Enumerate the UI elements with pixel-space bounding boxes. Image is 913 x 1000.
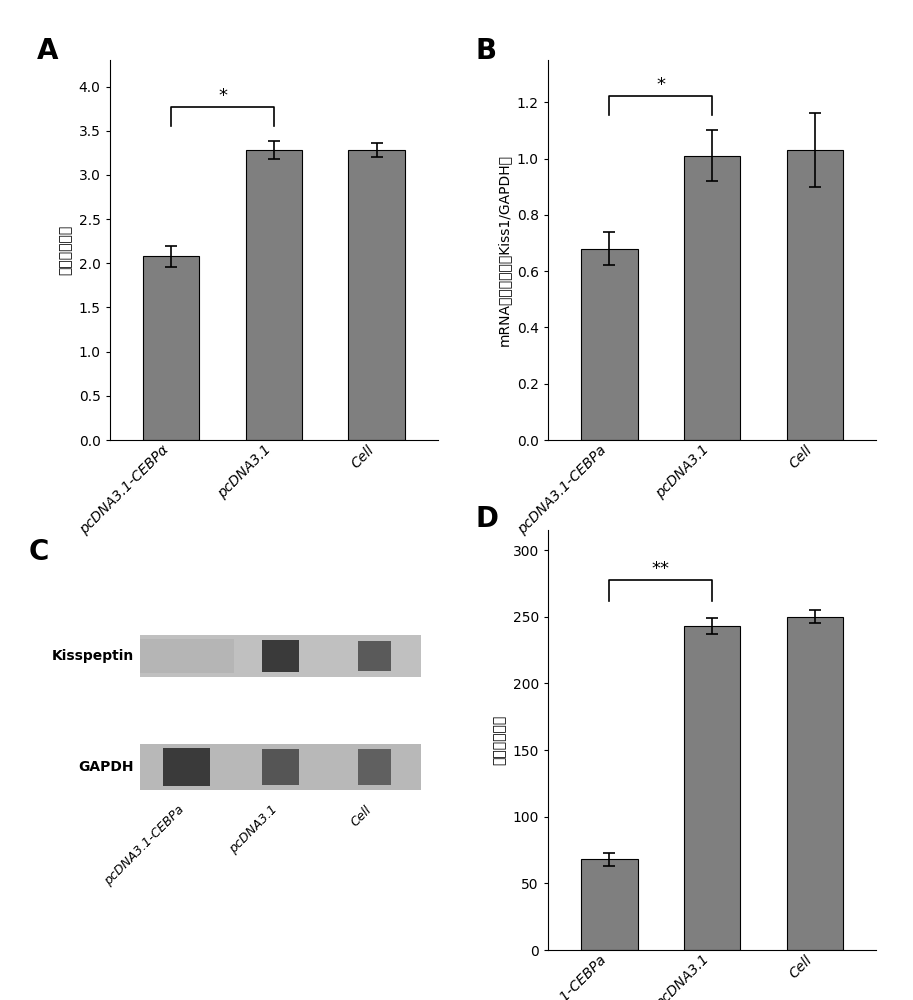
Bar — [787, 150, 843, 440]
Bar — [349, 150, 404, 440]
Bar — [143, 256, 199, 440]
Bar — [262, 640, 299, 672]
Text: *: * — [218, 87, 227, 105]
Bar — [684, 626, 740, 950]
Y-axis label: mRNA相对表达量（Kiss1/GAPDH）: mRNA相对表达量（Kiss1/GAPDH） — [498, 154, 511, 346]
Bar — [582, 859, 637, 950]
Text: B: B — [476, 37, 497, 65]
Text: pcDNA3.1-CEBPa: pcDNA3.1-CEBPa — [101, 803, 187, 888]
Text: Kisspeptin: Kisspeptin — [52, 649, 134, 663]
Y-axis label: 相对荧光活性: 相对荧光活性 — [59, 225, 73, 275]
Text: C: C — [28, 538, 48, 566]
Text: GAPDH: GAPDH — [79, 760, 134, 774]
Bar — [358, 641, 391, 671]
Bar — [262, 749, 299, 785]
Bar — [684, 156, 740, 440]
Text: A: A — [37, 37, 58, 65]
Text: D: D — [476, 505, 498, 533]
Text: **: ** — [652, 560, 670, 578]
Bar — [358, 749, 391, 785]
Bar — [163, 748, 210, 786]
Bar — [140, 635, 421, 677]
Text: Cell: Cell — [349, 803, 374, 829]
Bar — [582, 249, 637, 440]
Bar — [140, 639, 234, 673]
Text: *: * — [656, 76, 666, 94]
Bar — [246, 150, 302, 440]
Bar — [787, 617, 843, 950]
Bar — [140, 744, 421, 790]
Y-axis label: 相对光密度值: 相对光密度值 — [493, 715, 507, 765]
Text: pcDNA3.1: pcDNA3.1 — [227, 803, 280, 856]
